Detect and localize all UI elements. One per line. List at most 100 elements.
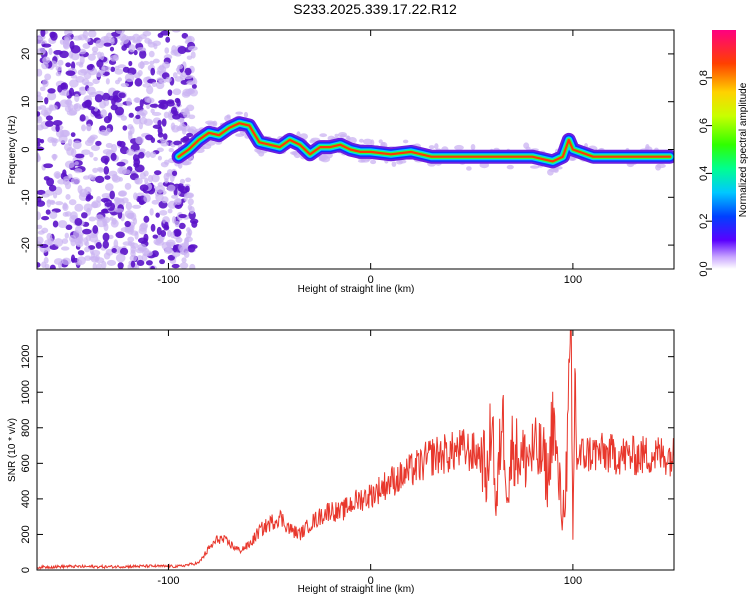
noise-speckle: [49, 104, 58, 111]
noise-speckle: [62, 211, 69, 217]
noise-speckle: [109, 190, 115, 200]
noise-speckle: [182, 135, 190, 142]
noise-speckle: [178, 222, 186, 230]
noise-speckle: [83, 71, 92, 80]
ridge-halo-blob: [334, 133, 339, 138]
noise-speckle: [127, 212, 135, 220]
noise-speckle: [41, 193, 50, 198]
noise-speckle: [44, 73, 52, 81]
noise-speckle: [139, 172, 146, 180]
noise-speckle: [120, 35, 130, 45]
noise-speckle: [160, 140, 169, 147]
noise-speckle: [146, 104, 151, 110]
noise-speckle: [162, 216, 170, 225]
noise-speckle: [101, 65, 106, 74]
noise-speckle: [179, 118, 185, 126]
noise-speckle: [45, 115, 54, 121]
noise-speckle: [190, 51, 196, 59]
noise-speckle: [40, 30, 46, 37]
noise-speckle: [172, 72, 178, 79]
noise-speckle: [86, 123, 92, 132]
noise-speckle: [104, 183, 114, 191]
ridge-halo-blob: [398, 159, 407, 164]
noise-speckle: [100, 129, 108, 136]
noise-speckle: [90, 144, 100, 152]
noise-speckle: [130, 260, 136, 268]
noise-speckle: [186, 227, 191, 233]
noise-speckle: [72, 35, 83, 41]
noise-speckle: [57, 85, 63, 93]
colorbar-tick-label: 0.0: [698, 261, 710, 276]
noise-speckle: [119, 247, 129, 256]
noise-speckle: [186, 55, 193, 60]
noise-speckle: [75, 241, 84, 248]
noise-speckle: [41, 216, 50, 221]
noise-speckle: [167, 200, 178, 209]
noise-speckle: [128, 112, 134, 118]
noise-speckle: [174, 220, 180, 228]
noise-speckle: [128, 132, 133, 141]
noise-speckle: [126, 148, 135, 156]
noise-speckle: [151, 199, 160, 205]
noise-speckle: [160, 230, 167, 238]
spectrogram-x-tick-label: -100: [157, 274, 179, 286]
noise-speckle: [101, 92, 111, 102]
noise-speckle: [82, 30, 89, 39]
noise-speckle: [150, 265, 155, 269]
noise-speckle: [62, 202, 68, 210]
noise-speckle: [91, 46, 99, 53]
noise-speckle: [153, 170, 162, 176]
noise-speckle: [124, 220, 131, 228]
noise-speckle: [143, 215, 150, 223]
noise-speckle: [64, 160, 75, 169]
noise-speckle: [149, 103, 159, 108]
noise-speckle: [85, 240, 90, 247]
noise-speckle: [65, 224, 73, 231]
noise-speckle: [70, 254, 76, 263]
noise-speckle: [79, 114, 86, 122]
spectrogram-y-tick-label: -10: [20, 189, 32, 205]
noise-speckle: [55, 201, 64, 206]
noise-speckle: [136, 259, 145, 266]
noise-speckle: [170, 231, 175, 239]
tone-ridge-band: [177, 122, 672, 163]
noise-speckle: [187, 45, 198, 51]
ridge-halo-blob: [655, 164, 662, 171]
noise-speckle: [107, 36, 115, 43]
noise-speckle: [185, 88, 196, 95]
noise-speckle: [143, 118, 154, 126]
snr-y-tick-label: 1000: [20, 380, 32, 404]
ridge-halo-blob: [319, 133, 328, 138]
noise-speckle: [104, 175, 111, 180]
noise-speckle: [162, 61, 170, 69]
noise-speckle: [111, 143, 118, 153]
noise-speckle: [106, 259, 117, 266]
noise-speckle: [57, 220, 68, 228]
figure-title: S233.2025.339.17.22.R12: [293, 1, 457, 17]
noise-speckle: [129, 125, 135, 135]
noise-speckle: [83, 203, 93, 213]
noise-speckle: [120, 82, 130, 88]
noise-speckle: [164, 47, 170, 54]
noise-speckle: [97, 167, 104, 173]
noise-speckle: [70, 132, 76, 138]
noise-speckle: [74, 203, 84, 212]
noise-speckle: [37, 211, 42, 221]
noise-speckle: [153, 43, 158, 50]
noise-speckle: [108, 95, 114, 101]
noise-speckle: [134, 177, 143, 185]
noise-speckle: [49, 264, 56, 269]
noise-speckle: [143, 194, 151, 203]
spectrogram-tone-ridge: [171, 111, 674, 176]
noise-speckle: [37, 224, 43, 230]
snr-y-axis-label: SNR (10 * v/v): [7, 418, 18, 482]
noise-speckle: [163, 111, 170, 119]
noise-speckle: [158, 79, 167, 84]
noise-speckle: [85, 37, 91, 42]
noise-speckle: [84, 139, 94, 147]
noise-speckle: [101, 260, 107, 269]
ridge-halo-blob: [470, 143, 476, 151]
noise-speckle: [133, 97, 141, 103]
noise-speckle: [85, 196, 91, 202]
noise-speckle: [122, 125, 128, 131]
